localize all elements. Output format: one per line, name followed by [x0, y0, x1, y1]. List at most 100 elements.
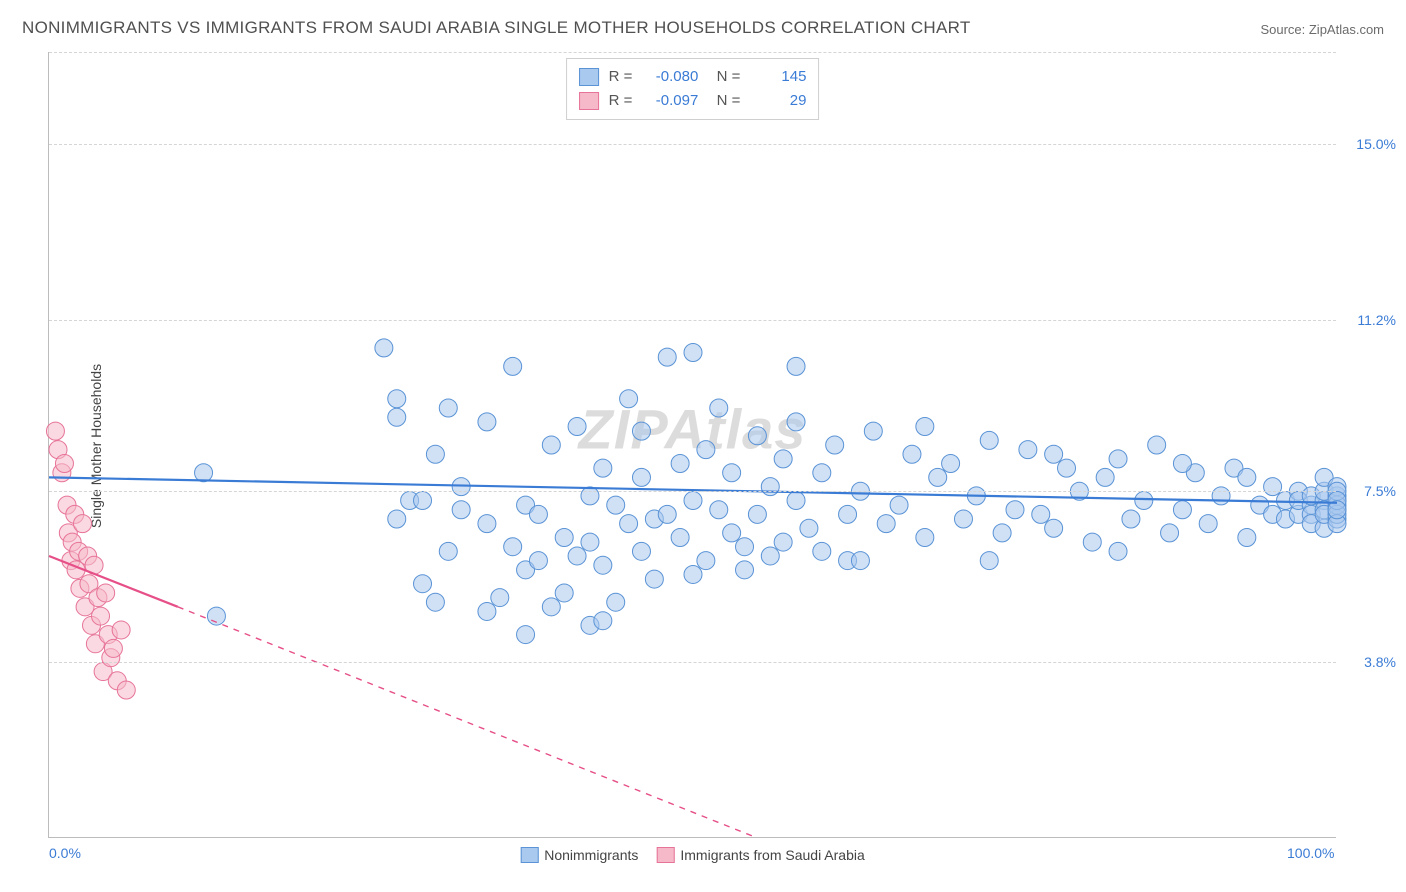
legend-label-pink: Immigrants from Saudi Arabia: [680, 847, 864, 863]
scatter-point-blue: [439, 542, 457, 560]
gridline: [49, 144, 1336, 145]
trend-line-pink-dashed: [178, 607, 758, 838]
gridline: [49, 662, 1336, 663]
scatter-point-blue: [594, 556, 612, 574]
scatter-point-blue: [697, 441, 715, 459]
x-tick-label: 100.0%: [1287, 845, 1334, 861]
scatter-point-blue: [774, 450, 792, 468]
scatter-point-blue: [942, 454, 960, 472]
scatter-point-blue: [504, 357, 522, 375]
scatter-point-blue: [813, 464, 831, 482]
scatter-point-blue: [632, 422, 650, 440]
scatter-point-blue: [658, 505, 676, 523]
stat-n-label: N =: [708, 89, 740, 113]
scatter-point-blue: [864, 422, 882, 440]
scatter-point-blue: [748, 427, 766, 445]
scatter-point-blue: [620, 390, 638, 408]
scatter-point-blue: [414, 575, 432, 593]
stat-r-label: R =: [609, 65, 633, 89]
scatter-point-blue: [478, 602, 496, 620]
scatter-point-blue: [916, 528, 934, 546]
trend-line-pink: [49, 556, 178, 607]
scatter-point-blue: [671, 528, 689, 546]
scatter-point-blue: [426, 445, 444, 463]
chart-title: NONIMMIGRANTS VS IMMIGRANTS FROM SAUDI A…: [22, 18, 971, 38]
swatch-blue: [579, 68, 599, 86]
scatter-point-blue: [1238, 468, 1256, 486]
scatter-point-blue: [504, 538, 522, 556]
scatter-point-blue: [736, 538, 754, 556]
scatter-point-blue: [761, 547, 779, 565]
scatter-point-blue: [1173, 454, 1191, 472]
scatter-point-blue: [1006, 501, 1024, 519]
scatter-point-blue: [1109, 450, 1127, 468]
scatter-point-blue: [555, 528, 573, 546]
source-label: Source: ZipAtlas.com: [1260, 22, 1384, 37]
y-tick-label: 7.5%: [1341, 483, 1396, 499]
y-tick-label: 15.0%: [1341, 136, 1396, 152]
gridline: [49, 320, 1336, 321]
scatter-point-blue: [414, 491, 432, 509]
scatter-point-pink: [112, 621, 130, 639]
scatter-point-blue: [1173, 501, 1191, 519]
scatter-point-blue: [1083, 533, 1101, 551]
scatter-point-blue: [529, 505, 547, 523]
scatter-point-blue: [1148, 436, 1166, 454]
legend-stats: R = -0.080 N = 145 R = -0.097 N = 29: [566, 58, 820, 120]
scatter-point-blue: [1212, 487, 1230, 505]
scatter-point-blue: [671, 454, 689, 472]
scatter-point-blue: [645, 570, 663, 588]
scatter-point-pink: [73, 515, 91, 533]
scatter-point-blue: [478, 515, 496, 533]
scatter-point-blue: [787, 491, 805, 509]
scatter-point-blue: [1058, 459, 1076, 477]
scatter-point-blue: [723, 464, 741, 482]
scatter-point-blue: [375, 339, 393, 357]
scatter-point-blue: [877, 515, 895, 533]
scatter-point-pink: [92, 607, 110, 625]
scatter-point-blue: [697, 552, 715, 570]
scatter-point-blue: [388, 408, 406, 426]
scatter-point-blue: [568, 418, 586, 436]
scatter-point-blue: [684, 565, 702, 583]
scatter-point-blue: [1199, 515, 1217, 533]
scatter-point-blue: [388, 510, 406, 528]
chart-svg: [49, 52, 1336, 837]
scatter-point-blue: [980, 552, 998, 570]
scatter-point-blue: [903, 445, 921, 463]
stat-r-pink: -0.097: [642, 89, 698, 113]
stat-r-label: R =: [609, 89, 633, 113]
scatter-point-blue: [1019, 441, 1037, 459]
scatter-point-blue: [426, 593, 444, 611]
y-tick-label: 3.8%: [1341, 654, 1396, 670]
scatter-point-blue: [736, 561, 754, 579]
chart-container: NONIMMIGRANTS VS IMMIGRANTS FROM SAUDI A…: [0, 0, 1406, 892]
scatter-point-blue: [890, 496, 908, 514]
scatter-point-blue: [1161, 524, 1179, 542]
stat-n-pink: 29: [750, 89, 806, 113]
gridline: [49, 491, 1336, 492]
scatter-point-blue: [542, 598, 560, 616]
scatter-point-blue: [684, 491, 702, 509]
scatter-point-blue: [710, 399, 728, 417]
scatter-point-blue: [1109, 542, 1127, 560]
scatter-point-blue: [787, 357, 805, 375]
scatter-point-blue: [993, 524, 1011, 542]
scatter-point-blue: [388, 390, 406, 408]
scatter-point-blue: [1096, 468, 1114, 486]
legend-stat-row-blue: R = -0.080 N = 145: [579, 65, 807, 89]
scatter-point-blue: [954, 510, 972, 528]
legend-label-blue: Nonimmigrants: [544, 847, 638, 863]
scatter-point-blue: [813, 542, 831, 560]
scatter-point-pink: [97, 584, 115, 602]
swatch-pink: [656, 847, 674, 863]
legend-series: Nonimmigrants Immigrants from Saudi Arab…: [520, 847, 865, 863]
scatter-point-pink: [117, 681, 135, 699]
scatter-point-blue: [1045, 445, 1063, 463]
scatter-point-blue: [581, 487, 599, 505]
scatter-point-blue: [439, 399, 457, 417]
scatter-point-blue: [581, 533, 599, 551]
scatter-point-blue: [851, 552, 869, 570]
scatter-point-blue: [710, 501, 728, 519]
scatter-point-blue: [684, 344, 702, 362]
